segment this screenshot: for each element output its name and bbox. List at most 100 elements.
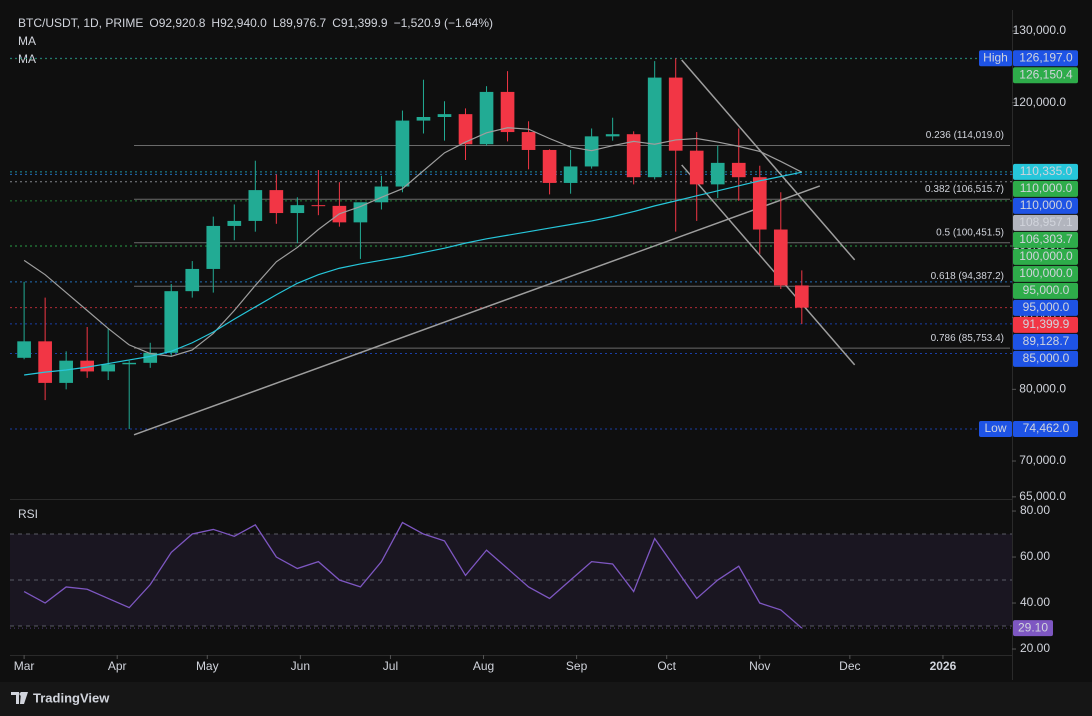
ohlc-value: 89,976.7 (280, 16, 327, 30)
ohlc-label: O (149, 16, 158, 30)
candle-body (668, 77, 683, 151)
candle-body (521, 132, 536, 150)
price-tag-label: 85,000.0 (1023, 351, 1070, 365)
candle-body (731, 162, 746, 178)
candle-body (122, 362, 137, 365)
candle-body (647, 77, 662, 178)
moving-average (24, 171, 802, 376)
candle-body (437, 114, 452, 118)
candle-body (17, 341, 31, 358)
x-tick-label: May (196, 659, 219, 673)
price-tag (1013, 282, 1078, 299)
y-tick-label: 120,000.0 (1013, 95, 1067, 109)
x-tick-label: Aug (473, 659, 494, 673)
price-tag-label: 95,000.0 (1023, 283, 1070, 297)
candle-body (80, 360, 95, 372)
rsi-tick-label: 60.00 (1020, 549, 1050, 563)
fib-label: 0.236 (114,019.0) (926, 130, 1004, 141)
candle-body (689, 150, 704, 185)
price-tag-label: 100,000.0 (1019, 266, 1073, 280)
price-tag-label: 110,000.0 (1020, 181, 1073, 195)
logo-dot (19, 692, 23, 696)
ohlc-value: 92,940.0 (220, 16, 267, 30)
price-tag-label: 91,399.9 (1023, 317, 1070, 331)
x-tick-label: Nov (749, 659, 770, 673)
candle-body (395, 120, 410, 187)
candle-body (773, 229, 788, 286)
candle-body (311, 205, 326, 207)
ohlc-label: H (211, 16, 220, 30)
logo (11, 692, 28, 704)
price-tag (1013, 421, 1078, 438)
price-tag-label: 110,000.0 (1020, 198, 1073, 212)
candle-body (59, 360, 73, 383)
price-tag (1013, 333, 1078, 350)
ohlc-value: 91,399.9 (341, 16, 388, 30)
ohlc-label: L (273, 16, 280, 30)
x-tick-label: Apr (108, 659, 127, 673)
price-tag-label: 126,150.4 (1019, 67, 1073, 81)
trendline (681, 164, 856, 366)
price-tag (1013, 197, 1078, 214)
candle-body (227, 220, 242, 226)
x-tick-label: Dec (839, 659, 860, 673)
candle-body (542, 149, 557, 183)
candle-body (416, 117, 431, 121)
candle-body (563, 166, 578, 183)
moving-average (23, 127, 803, 357)
price-tag (1013, 350, 1078, 367)
price-tag-label: 108,957.1 (1019, 215, 1073, 229)
x-tick-label: 2026 (930, 659, 957, 673)
rsi-line (23, 521, 803, 629)
fib-label: 0.382 (106,515.7) (925, 184, 1004, 195)
price-tag (1013, 180, 1078, 197)
fib-label: 0.618 (94,387.2) (931, 271, 1004, 282)
x-tick-label: Oct (657, 659, 676, 673)
candle-body (38, 341, 52, 383)
candle-body (479, 91, 494, 145)
price-tag (1013, 50, 1078, 67)
candle-body (206, 225, 221, 269)
candle-body (458, 114, 473, 145)
ohlc-value: 92,920.8 (159, 16, 206, 30)
rsi-tag-label: 29.10 (1018, 620, 1048, 634)
candle-body (143, 352, 158, 363)
candle-body (500, 91, 515, 133)
price-tag (1013, 248, 1078, 265)
fib-label: 0.786 (85,753.4) (931, 333, 1004, 344)
rsi-tag (1013, 620, 1053, 637)
change: −1,520.9 (−1.64%) (394, 16, 493, 30)
rsi-tick-label: 80.00 (1020, 503, 1050, 517)
x-tick-label: Sep (566, 659, 588, 673)
candle-body (605, 134, 620, 137)
price-tag-label: 95,000.0 (1023, 300, 1070, 314)
candle-body (584, 136, 599, 167)
candle-body (290, 205, 305, 214)
candle-body (101, 364, 116, 372)
price-tag (1013, 231, 1078, 248)
candle-body (794, 285, 809, 308)
candle-body (164, 291, 179, 353)
price-tag-label: 89,128.7 (1023, 334, 1070, 348)
price-tag (1013, 316, 1078, 333)
extreme-tag-label: Low (984, 421, 1006, 435)
ma-label: MA (18, 34, 36, 48)
y-tick-label: 65,000.0 (1019, 489, 1066, 503)
price-tag (1013, 265, 1078, 282)
price-tag (1013, 67, 1078, 84)
y-tick-label: 80,000.0 (1019, 382, 1066, 396)
price-tag (1013, 214, 1078, 231)
chart-title: BTC/USDT, 1D, PRIME (18, 16, 143, 30)
price-tag-label: 110,335.0 (1020, 164, 1073, 178)
price-tag-label: 126,197.0 (1019, 50, 1073, 64)
rsi-title: RSI (18, 507, 38, 521)
trendline (133, 185, 821, 436)
candle-body (710, 162, 725, 185)
extreme-tag (979, 50, 1012, 67)
footer-bar (0, 682, 1092, 716)
candle-body (269, 190, 284, 214)
extreme-tag-label: High (983, 50, 1008, 64)
footer-brand: TradingView (33, 690, 110, 705)
candle-body (626, 134, 641, 178)
extreme-tag (979, 421, 1012, 438)
